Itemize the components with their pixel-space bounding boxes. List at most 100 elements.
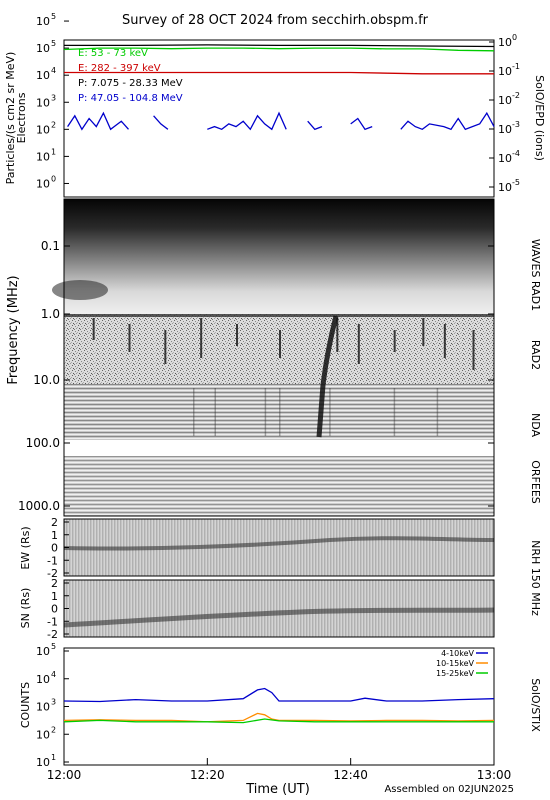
epd-left-ticks: 10 010 110 210 310 410 510 5 (36, 12, 69, 190)
assembled-note: Assembled on 02JUN2025 (384, 784, 514, 795)
x-tick-label: 12:40 (333, 768, 368, 782)
nrh-tick-label: -2 (47, 567, 58, 580)
x-tick-label: 12:20 (190, 768, 225, 782)
epd-left-tick-label: 10 (36, 15, 50, 28)
rad2-burst (200, 318, 203, 358)
nrh-sn-ticks: 210-1-2 (47, 577, 69, 641)
nrh-ew-panel: 210-1-2 EW (Rs) (19, 516, 495, 580)
rad2-burst (422, 318, 425, 346)
rad2-burst (472, 330, 475, 370)
label-rad1: WAVES RAD1 (529, 239, 542, 311)
stix-legend-entry: 15-25keV (436, 669, 475, 678)
epd-right-tick-exp: -5 (512, 178, 520, 187)
epd-legend-entry: E: 282 - 397 keV (78, 63, 161, 74)
stix-tick-exp: 4 (51, 670, 56, 679)
nrh-tick-label: 0 (51, 542, 58, 555)
rad2-burst (357, 324, 360, 364)
rad2-bursts (92, 318, 475, 436)
epd-ylabel2: Electrons (15, 92, 28, 143)
nda-burst (329, 388, 331, 436)
stix-tick-label: 10 (36, 645, 50, 658)
epd-lines (63, 44, 495, 131)
radio-ticks: 0.1 1.0 10.0 100.0 1000.0 (18, 239, 494, 513)
epd-right-tick-label: 10 (498, 181, 512, 194)
epd-left-tick-exp: 0 (51, 174, 56, 183)
radio-tick-label: 1000.0 (18, 499, 60, 513)
stix-legend-entry: 4-10keV (441, 649, 474, 658)
gap-band (64, 440, 494, 456)
epd-left-tick-exp: 1 (51, 147, 56, 156)
nda-burst (193, 388, 195, 436)
x-tick-label: 12:00 (47, 768, 82, 782)
epd-right-tick-label: 10 (498, 36, 512, 49)
epd-legend-entry: P: 47.05 - 104.8 MeV (78, 93, 183, 104)
epd-right-tick-exp: -4 (512, 149, 520, 158)
epd-right-tick-label: 10 (498, 152, 512, 165)
x-tick-label: 13:00 (477, 768, 512, 782)
orfees-background (64, 456, 494, 516)
label-orfees: ORFEES (529, 460, 542, 504)
epd-right-tick-label: 10 (498, 94, 512, 107)
nrh-sn-track (63, 607, 495, 628)
stix-series-line (63, 712, 495, 723)
nrh-tick-label: -2 (47, 628, 58, 641)
epd-series-line (64, 71, 494, 75)
stix-tick-exp: 2 (51, 725, 56, 734)
nrh-sn-ylabel: SN (Rs) (19, 588, 32, 629)
type-iii-burst (316, 315, 339, 438)
epd-legend: E: 53 - 73 keV E: 282 - 397 keV P: 7.075 -… (78, 48, 183, 104)
nda-burst (393, 388, 396, 436)
nda-burst (279, 388, 281, 436)
radio-tick-label: 100.0 (26, 436, 60, 450)
radio-tick-label: 0.1 (41, 239, 60, 253)
stix-tick-label: 10 (36, 728, 50, 741)
epd-legend-entry: E: 53 - 73 keV (78, 48, 148, 59)
nda-burst (214, 388, 216, 436)
stix-series-line (63, 718, 494, 724)
epd-left-tick-label: 10 (36, 177, 50, 190)
x-axis-ticks: 12:00 12:20 12:40 13:00 (47, 758, 512, 782)
epd-ylabel: Particles/(s cm2 sr MeV) (4, 52, 17, 185)
nda-burst (264, 388, 267, 436)
stix-series-line (63, 687, 495, 703)
epd-right-tick-label: 10 (498, 65, 512, 78)
radio-tick-label: 10.0 (33, 373, 60, 387)
stix-legend-entry: 10-15keV (436, 659, 475, 668)
epd-left-tick-label: 10 (36, 96, 50, 109)
nda-background (64, 384, 494, 440)
stix-ylabel: COUNTS (19, 682, 32, 728)
rad2-burst (279, 330, 281, 358)
radio-ylabel: Frequency (MHz) (6, 275, 21, 384)
rad2-burst (128, 324, 131, 352)
rad2-burst (393, 330, 396, 352)
nrh-ew-ticks: 210-1-2 (47, 516, 69, 580)
stix-lines (63, 687, 495, 724)
epd-right-label: SolO/EPD (ions) (533, 75, 546, 161)
nda-burst (436, 388, 439, 436)
nrh-ew-track (63, 536, 495, 551)
epd-legend-entry: P: 7.075 - 28.33 MeV (78, 78, 183, 89)
epd-left-tick-exp: 5 (51, 12, 56, 21)
stix-right-label: SolO/STIX (529, 678, 542, 732)
epd-right-tick-exp: -1 (512, 62, 520, 71)
radio-tick-label: 1.0 (41, 307, 60, 321)
rad2-burst (443, 324, 446, 358)
radio-panel: 0.1 1.0 10.0 100.0 1000.0 Frequency (MHz) WA… (6, 198, 542, 517)
epd-series-line (67, 111, 495, 131)
x-axis-label: Time (UT) (245, 782, 310, 797)
stix-tick-label: 10 (36, 673, 50, 686)
stix-frame (63, 647, 495, 766)
stix-tick-exp: 1 (51, 753, 56, 762)
rad2-burst (92, 318, 95, 340)
epd-left-tick-exp: 5 (51, 39, 56, 48)
epd-left-tick-exp: 3 (51, 93, 56, 102)
epd-left-tick-label: 10 (36, 42, 50, 55)
nrh-tick-label: -1 (47, 554, 58, 567)
rad2-burst (236, 324, 238, 346)
epd-right-tick-label: 10 (498, 123, 512, 136)
label-nda: NDA (529, 413, 542, 438)
